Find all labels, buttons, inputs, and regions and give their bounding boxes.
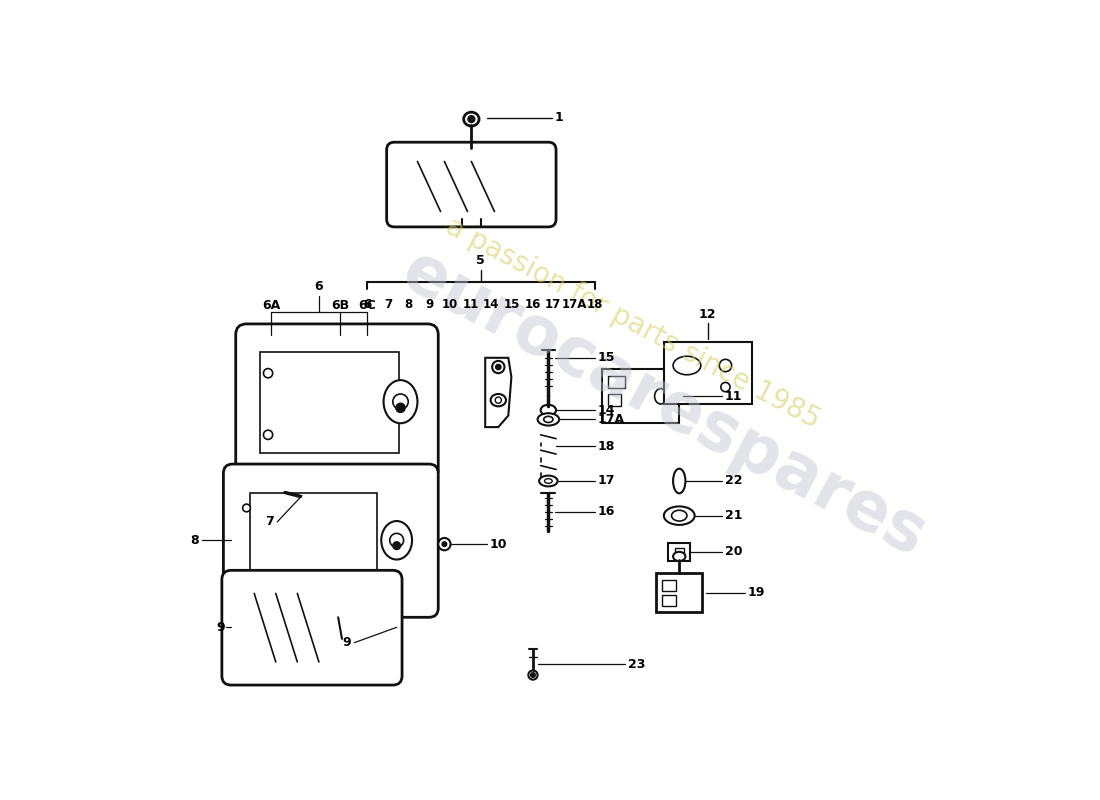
Ellipse shape [496,365,500,370]
Ellipse shape [469,116,474,122]
Ellipse shape [336,654,349,660]
Text: 18: 18 [586,298,603,310]
Ellipse shape [720,382,730,392]
Text: 15: 15 [504,298,520,310]
Text: 20: 20 [725,546,742,558]
Bar [608,394,620,406]
Ellipse shape [673,469,685,494]
FancyBboxPatch shape [235,324,438,480]
Text: 17: 17 [546,298,561,310]
Ellipse shape [384,380,418,423]
Ellipse shape [393,542,400,550]
Ellipse shape [336,667,349,674]
Ellipse shape [539,476,558,486]
Ellipse shape [282,490,292,497]
Ellipse shape [538,414,559,426]
Bar [674,548,684,557]
Ellipse shape [673,356,701,374]
Text: 17: 17 [597,474,615,487]
Ellipse shape [495,397,502,403]
Text: 15: 15 [597,351,615,364]
Ellipse shape [530,673,536,678]
Text: 9: 9 [342,636,351,650]
Text: 11: 11 [462,298,478,310]
Ellipse shape [393,394,408,410]
Text: 14: 14 [597,404,615,417]
Text: 17A: 17A [561,298,586,310]
Ellipse shape [719,359,732,372]
Text: 9: 9 [217,621,224,634]
Text: 23: 23 [628,658,646,670]
Ellipse shape [336,661,349,666]
Ellipse shape [464,112,480,126]
Bar [603,370,680,423]
Text: 17A: 17A [597,413,625,426]
Ellipse shape [264,430,273,439]
FancyBboxPatch shape [222,570,403,685]
Text: 19: 19 [748,586,766,599]
Bar [656,574,703,612]
Text: 7: 7 [265,515,274,528]
Bar [662,595,676,606]
Text: 5: 5 [476,254,485,267]
Text: 1: 1 [554,111,563,124]
Bar [250,493,376,585]
Ellipse shape [543,416,553,422]
Text: 12: 12 [698,308,716,321]
Bar [664,342,752,404]
Bar [261,352,399,453]
Bar [608,375,626,388]
FancyBboxPatch shape [387,142,556,227]
Polygon shape [485,358,512,427]
Ellipse shape [492,361,505,373]
Ellipse shape [544,478,552,483]
Text: 7: 7 [384,298,392,310]
Ellipse shape [243,574,251,581]
FancyBboxPatch shape [223,464,438,618]
Ellipse shape [654,389,667,404]
Ellipse shape [382,521,412,559]
Ellipse shape [389,534,404,547]
Text: 6: 6 [315,280,323,293]
Bar [662,579,676,591]
Text: 6C: 6C [359,298,376,312]
Text: 11: 11 [725,390,742,403]
Text: 6A: 6A [262,298,280,312]
Ellipse shape [664,506,695,525]
Text: 18: 18 [597,440,615,453]
Text: 16: 16 [597,506,615,518]
Text: 6B: 6B [331,298,350,312]
Text: 16: 16 [525,298,541,310]
Ellipse shape [671,510,686,521]
Ellipse shape [541,405,557,415]
Ellipse shape [673,552,685,561]
Text: 6: 6 [363,298,372,310]
Text: 8: 8 [190,534,199,546]
Ellipse shape [336,640,349,646]
Text: 10: 10 [490,538,507,550]
Bar [669,542,690,561]
Ellipse shape [336,646,349,653]
Ellipse shape [442,542,447,546]
Ellipse shape [396,403,405,413]
Ellipse shape [438,538,451,550]
Text: eurocarespares: eurocarespares [390,238,937,570]
Ellipse shape [336,674,349,681]
Text: 9: 9 [426,298,433,310]
Text: 14: 14 [483,298,499,310]
Ellipse shape [264,369,273,378]
Text: 8: 8 [405,298,412,310]
Ellipse shape [243,504,251,512]
Text: 21: 21 [725,509,742,522]
Text: 22: 22 [725,474,742,487]
Text: 10: 10 [442,298,458,310]
Ellipse shape [491,394,506,406]
Ellipse shape [528,670,538,680]
Text: a passion for parts since 1985: a passion for parts since 1985 [441,212,825,434]
